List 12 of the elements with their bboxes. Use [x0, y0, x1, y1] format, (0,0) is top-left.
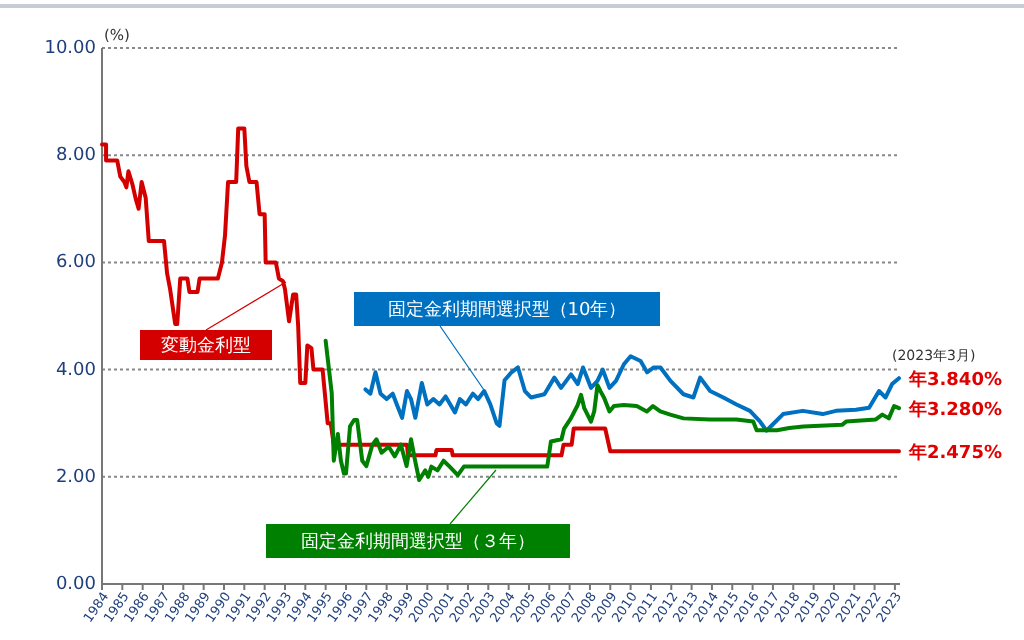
y-tick-label: 8.00 — [55, 146, 97, 167]
y-tick-label: 0.00 — [55, 574, 97, 595]
data-label: 年3.280% — [906, 399, 1002, 422]
series-label: 固定金利期間選択型（10年） — [387, 298, 627, 321]
y-tick-label: 4.00 — [55, 360, 97, 381]
data-label: 年3.840% — [906, 369, 1002, 392]
y-tick-label: 6.00 — [55, 253, 97, 274]
text: 固定金利期間選択型（３年） — [301, 530, 535, 553]
y-tick-label: 10.00 — [44, 38, 97, 59]
y-tick-label: 2.00 — [55, 467, 97, 488]
data-label: 年2.475% — [906, 442, 1002, 465]
series-label: 変動金利型 — [161, 334, 251, 357]
